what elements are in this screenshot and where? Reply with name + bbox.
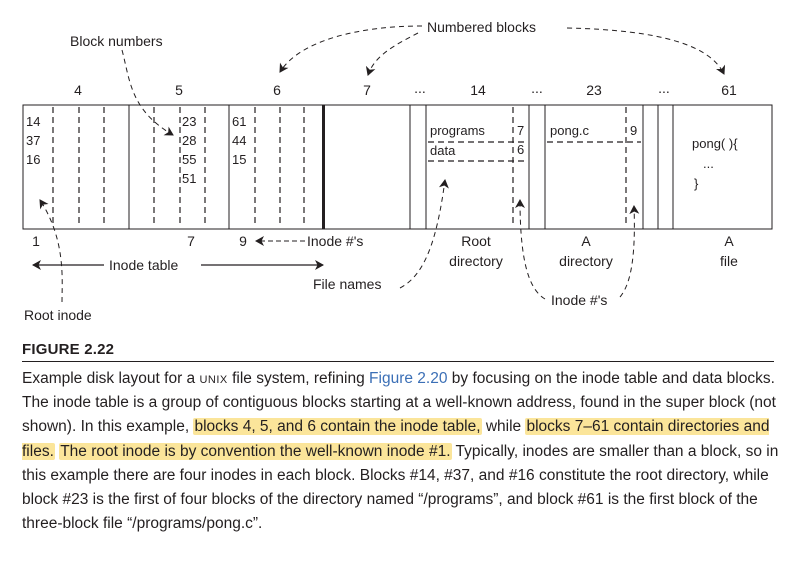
block-numbers-label: Block numbers	[70, 33, 163, 49]
file-names-label: File names	[313, 276, 381, 292]
inode-cell: 15	[232, 152, 246, 167]
a-file-label: A	[724, 233, 734, 249]
inode-numbers-label: Inode #'s	[307, 233, 363, 249]
figure-divider	[22, 361, 774, 362]
inode-cell: 61	[232, 114, 246, 129]
root-dir-entry-inode: 7	[517, 123, 524, 138]
inode-cell: 37	[26, 133, 40, 148]
disk-strip	[22, 104, 773, 230]
block-header-4: 4	[74, 82, 82, 98]
caption-highlight: blocks 4, 5, and 6 contain the inode tab…	[193, 418, 482, 436]
a-directory-label: A	[581, 233, 591, 249]
arrow-file-names	[399, 179, 449, 289]
bottom-number-7: 7	[187, 233, 195, 249]
caption-text: by focusing on the inode table and data …	[22, 370, 776, 436]
file-content-line: }	[694, 176, 699, 191]
block-header-23: 23	[586, 82, 602, 98]
arrow-inode-numbers-a	[619, 205, 640, 298]
inode-cell: 44	[232, 133, 246, 148]
root-dir-entry-name: data	[430, 143, 456, 158]
root-dir-entry-inode: 6	[517, 142, 524, 157]
caption-text: Example disk layout for a	[22, 370, 200, 387]
caption-text: Typically, inodes are smaller than a blo…	[22, 442, 779, 533]
bottom-number-9: 9	[239, 233, 247, 249]
inode-cell: 16	[26, 152, 40, 167]
block-header-7: 7	[363, 82, 371, 98]
inode-table-label: Inode table	[109, 257, 178, 273]
header-ellipsis-2: ...	[531, 80, 543, 96]
root-directory-label: Root	[461, 233, 491, 249]
inode-cell: 23	[182, 114, 196, 129]
root-directory-label: directory	[449, 253, 503, 269]
root-dir-entry-name: programs	[430, 123, 485, 138]
inode-numbers-right-label: Inode #'s	[551, 292, 607, 308]
arrow-to-block61	[566, 27, 726, 75]
caption-text: while	[481, 418, 526, 436]
a-file-label: file	[720, 253, 738, 269]
a-dir-entry-inode: 9	[630, 123, 637, 138]
arrow-block-numbers-to-inode28	[121, 49, 174, 136]
figure-link[interactable]: Figure 2.20	[369, 370, 448, 387]
numbered-blocks-label: Numbered blocks	[427, 19, 536, 35]
arrow-to-block7	[365, 32, 419, 76]
disk-layout-diagram: Block numbers Numbered blocks 4 5 6 7 ..…	[22, 19, 773, 323]
caption-unix: unix	[199, 370, 228, 387]
caption-text: file system, refining	[227, 370, 370, 387]
arrow-root-inode	[39, 199, 63, 303]
block-header-14: 14	[470, 82, 486, 98]
root-inode-label: Root inode	[24, 307, 92, 323]
caption-highlight: The root inode is by convention the well…	[59, 442, 452, 460]
figure-label: FIGURE 2.22	[22, 341, 115, 358]
bottom-number-1: 1	[32, 233, 40, 249]
arrow-to-block6	[279, 25, 423, 73]
inode-cell: 51	[182, 171, 196, 186]
figure-caption: Example disk layout for a unix file syst…	[22, 367, 782, 536]
inode-cell: 28	[182, 133, 196, 148]
inode-cell: 55	[182, 152, 196, 167]
inode-cell: 14	[26, 114, 40, 129]
a-directory-label: directory	[559, 253, 613, 269]
arrow-inode-numbers-root	[515, 199, 546, 300]
header-ellipsis-3: ...	[658, 80, 670, 96]
block-header-5: 5	[175, 82, 183, 98]
block-header-61: 61	[721, 82, 737, 98]
block-header-6: 6	[273, 82, 281, 98]
file-content-line: ...	[703, 156, 714, 171]
file-content-line: pong( ){	[692, 136, 738, 151]
a-dir-entry-name: pong.c	[550, 123, 590, 138]
header-ellipsis-1: ...	[414, 80, 426, 96]
